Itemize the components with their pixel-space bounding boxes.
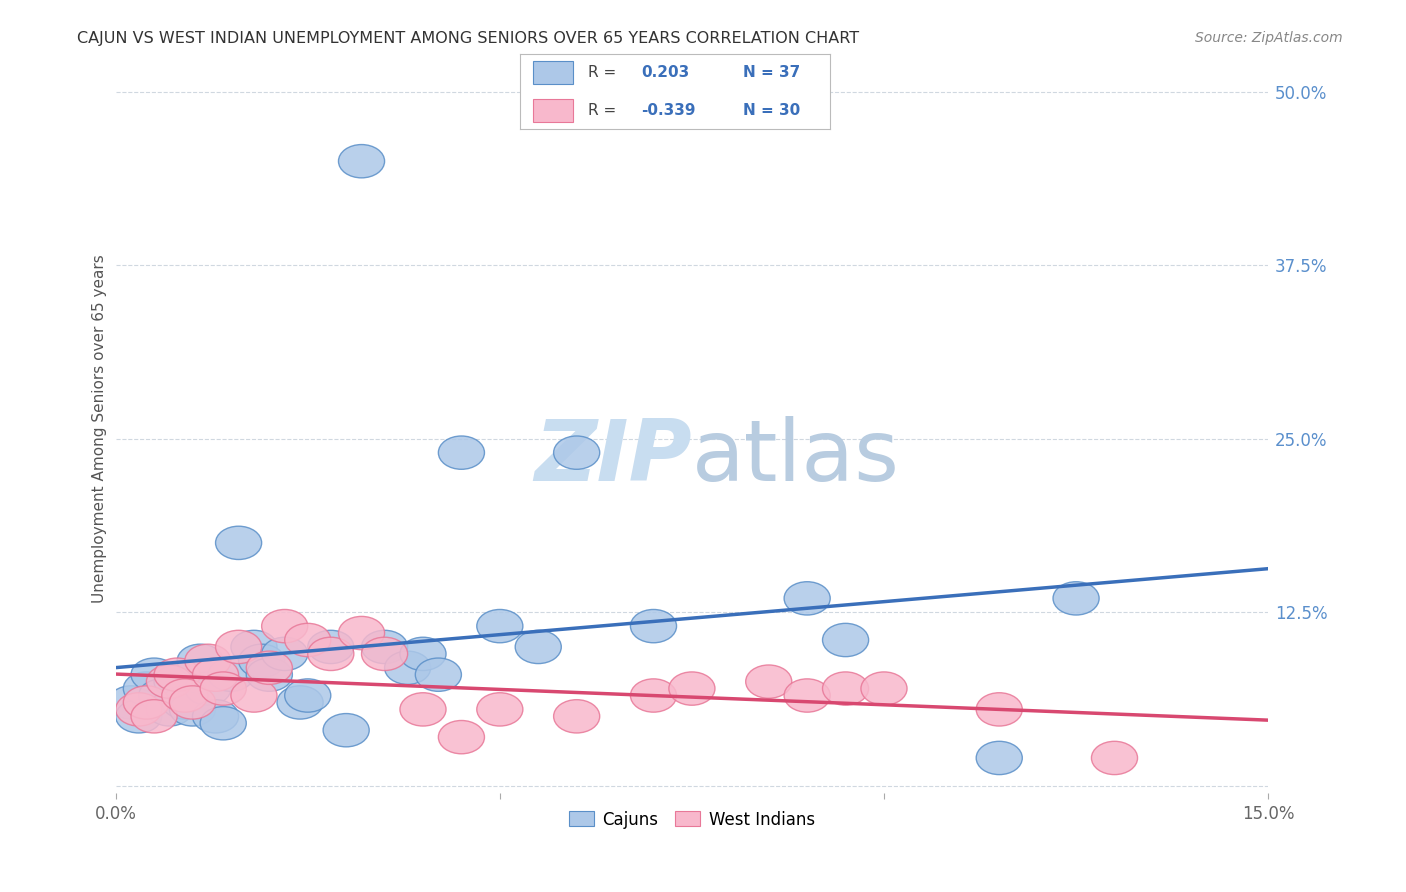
Ellipse shape [439, 721, 485, 754]
Ellipse shape [170, 693, 215, 726]
Text: ZIP: ZIP [534, 416, 692, 499]
Ellipse shape [385, 651, 430, 684]
Ellipse shape [669, 672, 716, 706]
Ellipse shape [785, 582, 830, 615]
Ellipse shape [208, 658, 254, 691]
Ellipse shape [170, 686, 215, 719]
Ellipse shape [146, 665, 193, 698]
Ellipse shape [339, 616, 385, 649]
Ellipse shape [1091, 741, 1137, 774]
Ellipse shape [823, 672, 869, 706]
Ellipse shape [200, 706, 246, 740]
Ellipse shape [146, 693, 193, 726]
Text: Source: ZipAtlas.com: Source: ZipAtlas.com [1195, 31, 1343, 45]
Ellipse shape [215, 526, 262, 559]
Text: -0.339: -0.339 [641, 103, 696, 118]
Ellipse shape [361, 637, 408, 671]
Ellipse shape [215, 631, 262, 664]
Ellipse shape [308, 637, 354, 671]
Legend: Cajuns, West Indians: Cajuns, West Indians [562, 804, 821, 835]
Text: CAJUN VS WEST INDIAN UNEMPLOYMENT AMONG SENIORS OVER 65 YEARS CORRELATION CHART: CAJUN VS WEST INDIAN UNEMPLOYMENT AMONG … [77, 31, 859, 46]
Ellipse shape [823, 624, 869, 657]
Ellipse shape [554, 699, 600, 733]
Text: atlas: atlas [692, 416, 900, 499]
FancyBboxPatch shape [533, 62, 572, 84]
Ellipse shape [785, 679, 830, 712]
Ellipse shape [131, 699, 177, 733]
Ellipse shape [339, 145, 385, 178]
Ellipse shape [124, 686, 170, 719]
Text: R =: R = [588, 103, 621, 118]
Ellipse shape [399, 637, 446, 671]
Ellipse shape [323, 714, 370, 747]
Ellipse shape [239, 644, 284, 677]
Ellipse shape [200, 672, 246, 706]
Ellipse shape [976, 693, 1022, 726]
Text: 0.203: 0.203 [641, 65, 689, 80]
Ellipse shape [115, 699, 162, 733]
Ellipse shape [108, 686, 155, 719]
Ellipse shape [630, 609, 676, 643]
Ellipse shape [308, 631, 354, 664]
Ellipse shape [630, 679, 676, 712]
Text: N = 37: N = 37 [742, 65, 800, 80]
Ellipse shape [284, 624, 330, 657]
Ellipse shape [361, 631, 408, 664]
Ellipse shape [976, 741, 1022, 774]
Ellipse shape [162, 679, 208, 712]
Ellipse shape [162, 686, 208, 719]
Ellipse shape [184, 672, 231, 706]
Ellipse shape [115, 693, 162, 726]
Ellipse shape [193, 658, 239, 691]
Ellipse shape [184, 644, 231, 677]
Ellipse shape [193, 699, 239, 733]
Ellipse shape [262, 609, 308, 643]
Ellipse shape [415, 658, 461, 691]
Text: R =: R = [588, 65, 621, 80]
Ellipse shape [515, 631, 561, 664]
Ellipse shape [284, 679, 330, 712]
Ellipse shape [399, 693, 446, 726]
Ellipse shape [262, 637, 308, 671]
Ellipse shape [860, 672, 907, 706]
Ellipse shape [246, 651, 292, 684]
Ellipse shape [231, 631, 277, 664]
Ellipse shape [155, 658, 200, 691]
Ellipse shape [745, 665, 792, 698]
Ellipse shape [155, 665, 200, 698]
Ellipse shape [246, 658, 292, 691]
Ellipse shape [131, 658, 177, 691]
Ellipse shape [554, 436, 600, 469]
Ellipse shape [231, 679, 277, 712]
Ellipse shape [277, 686, 323, 719]
FancyBboxPatch shape [533, 99, 572, 122]
Ellipse shape [177, 644, 224, 677]
Ellipse shape [1053, 582, 1099, 615]
Ellipse shape [139, 679, 184, 712]
Text: N = 30: N = 30 [742, 103, 800, 118]
Ellipse shape [477, 609, 523, 643]
Y-axis label: Unemployment Among Seniors over 65 years: Unemployment Among Seniors over 65 years [93, 254, 107, 603]
Ellipse shape [124, 672, 170, 706]
Ellipse shape [477, 693, 523, 726]
Ellipse shape [439, 436, 485, 469]
